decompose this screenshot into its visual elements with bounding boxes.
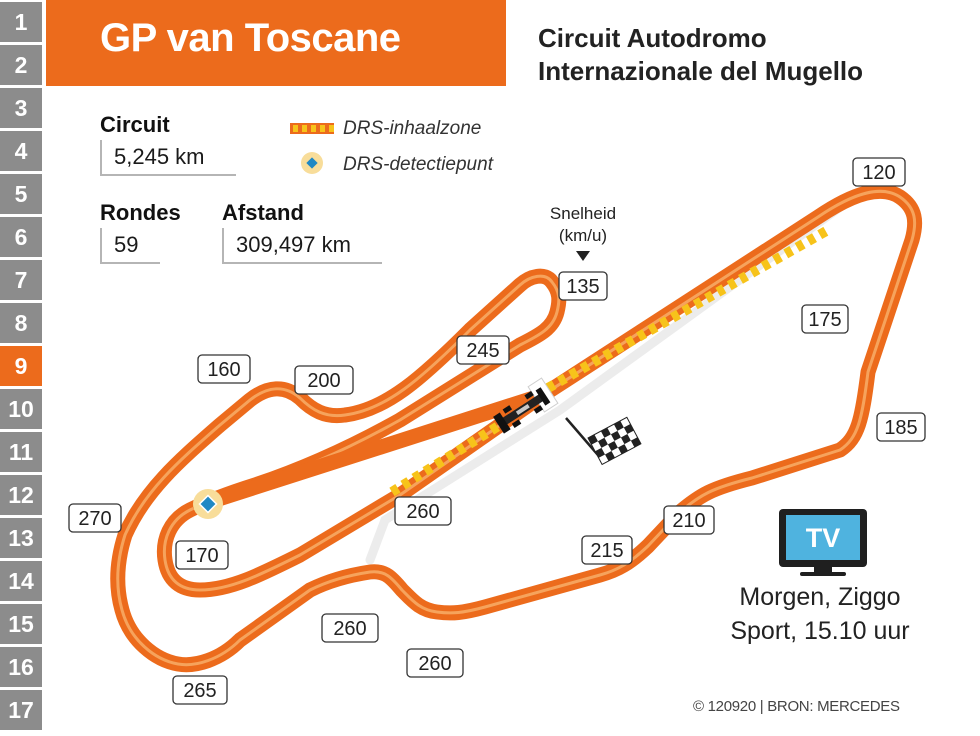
tv-icon: TV — [779, 509, 867, 576]
speed-value: 245 — [466, 340, 499, 362]
row-index-10: 10 — [0, 389, 42, 429]
circuit-length-value: 5,245 km — [100, 140, 236, 176]
broadcast-line-2: Sport, 15.10 uur — [730, 617, 910, 645]
row-index-1: 1 — [0, 2, 42, 42]
speed-header-line-2: (km/u) — [559, 226, 607, 245]
page-title: GP van Toscane — [100, 16, 401, 60]
row-index-sidebar: 1 2 3 4 5 6 7 8 9 10 11 12 13 14 15 16 17 — [0, 0, 46, 736]
broadcast-info: Morgen, Ziggo Sport, 15.10 uur — [700, 580, 940, 648]
laps-label: Rondes — [100, 200, 181, 225]
distance-label: Afstand — [222, 200, 304, 225]
distance-value: 309,497 km — [222, 228, 382, 264]
legend-drs-zone-icon — [290, 123, 334, 134]
speed-label-135: 135 — [558, 271, 608, 301]
row-index-4: 4 — [0, 131, 42, 171]
speed-value: 170 — [185, 545, 218, 567]
row-index-14: 14 — [0, 561, 42, 601]
speed-value: 260 — [333, 618, 366, 640]
speed-label-175: 175 — [801, 304, 849, 334]
drs-zone-main-straight — [545, 225, 831, 393]
drs-detection-point — [193, 489, 223, 519]
speed-label-120: 120 — [852, 157, 906, 187]
speed-label-210: 210 — [663, 505, 715, 535]
speed-label-170: 170 — [175, 540, 229, 570]
speed-value: 200 — [307, 370, 340, 392]
speed-label-245: 245 — [456, 335, 510, 365]
circuit-name-line-1: Circuit Autodromo — [538, 23, 767, 53]
speed-label-260_main: 260 — [394, 496, 452, 526]
source-credit: © 120920 | BRON: MERCEDES — [693, 698, 900, 715]
row-index-5: 5 — [0, 174, 42, 214]
row-index-13: 13 — [0, 518, 42, 558]
speed-label-260_a: 260 — [321, 613, 379, 643]
main-straight — [192, 387, 551, 513]
row-index-6: 6 — [0, 217, 42, 257]
legend-drs-zone-label: DRS-inhaalzone — [343, 118, 482, 139]
speed-label-185: 185 — [876, 412, 926, 442]
row-index-9: 9 — [0, 346, 42, 386]
circuit-name: Circuit Autodromo Internazionale del Mug… — [538, 22, 958, 88]
speed-label-160: 160 — [197, 354, 251, 384]
speed-header-line-1: Snelheid — [550, 204, 616, 223]
speed-label-215: 215 — [581, 535, 633, 565]
speed-value: 135 — [566, 276, 599, 298]
circuit-name-line-2: Internazionale del Mugello — [538, 56, 864, 86]
speed-header-arrow-icon — [576, 251, 590, 261]
broadcast-line-1: Morgen, Ziggo — [739, 583, 901, 611]
speed-value: 265 — [183, 680, 216, 702]
row-index-12: 12 — [0, 475, 42, 515]
race-car-icon — [493, 387, 551, 434]
speed-value: 160 — [207, 359, 240, 381]
speed-value: 260 — [406, 501, 439, 523]
speed-value: 270 — [78, 508, 111, 530]
drs-zone-back-straight — [389, 420, 503, 497]
speed-value: 175 — [808, 309, 841, 331]
speed-value: 185 — [884, 417, 917, 439]
row-index-11: 11 — [0, 432, 42, 472]
title-bar — [46, 0, 506, 86]
speed-label-260_b: 260 — [406, 648, 464, 678]
speed-labels: 120 135 175 185 245 200 160 270 170 260 215 210 260 2… — [68, 157, 926, 705]
speed-label-200: 200 — [294, 365, 354, 395]
speed-label-270: 270 — [68, 503, 122, 533]
row-index-15: 15 — [0, 604, 42, 644]
laps-value: 59 — [100, 228, 160, 264]
legend-drs-detection-icon — [301, 152, 323, 174]
pit-lane — [365, 195, 855, 565]
tv-icon-label: TV — [806, 523, 841, 553]
row-index-17: 17 — [0, 690, 42, 730]
speed-value: 120 — [862, 162, 895, 184]
speed-value: 260 — [418, 653, 451, 675]
legend-drs-detection-label: DRS-detectiepunt — [343, 154, 493, 175]
row-index-3: 3 — [0, 88, 42, 128]
row-index-2: 2 — [0, 45, 42, 85]
row-index-16: 16 — [0, 647, 42, 687]
row-index-7: 7 — [0, 260, 42, 300]
row-index-8: 8 — [0, 303, 42, 343]
speed-value: 215 — [590, 540, 623, 562]
checkered-flag-icon — [565, 416, 642, 466]
circuit-length-label: Circuit — [100, 112, 170, 137]
speed-label-265: 265 — [172, 675, 228, 705]
speed-value: 210 — [672, 510, 705, 532]
